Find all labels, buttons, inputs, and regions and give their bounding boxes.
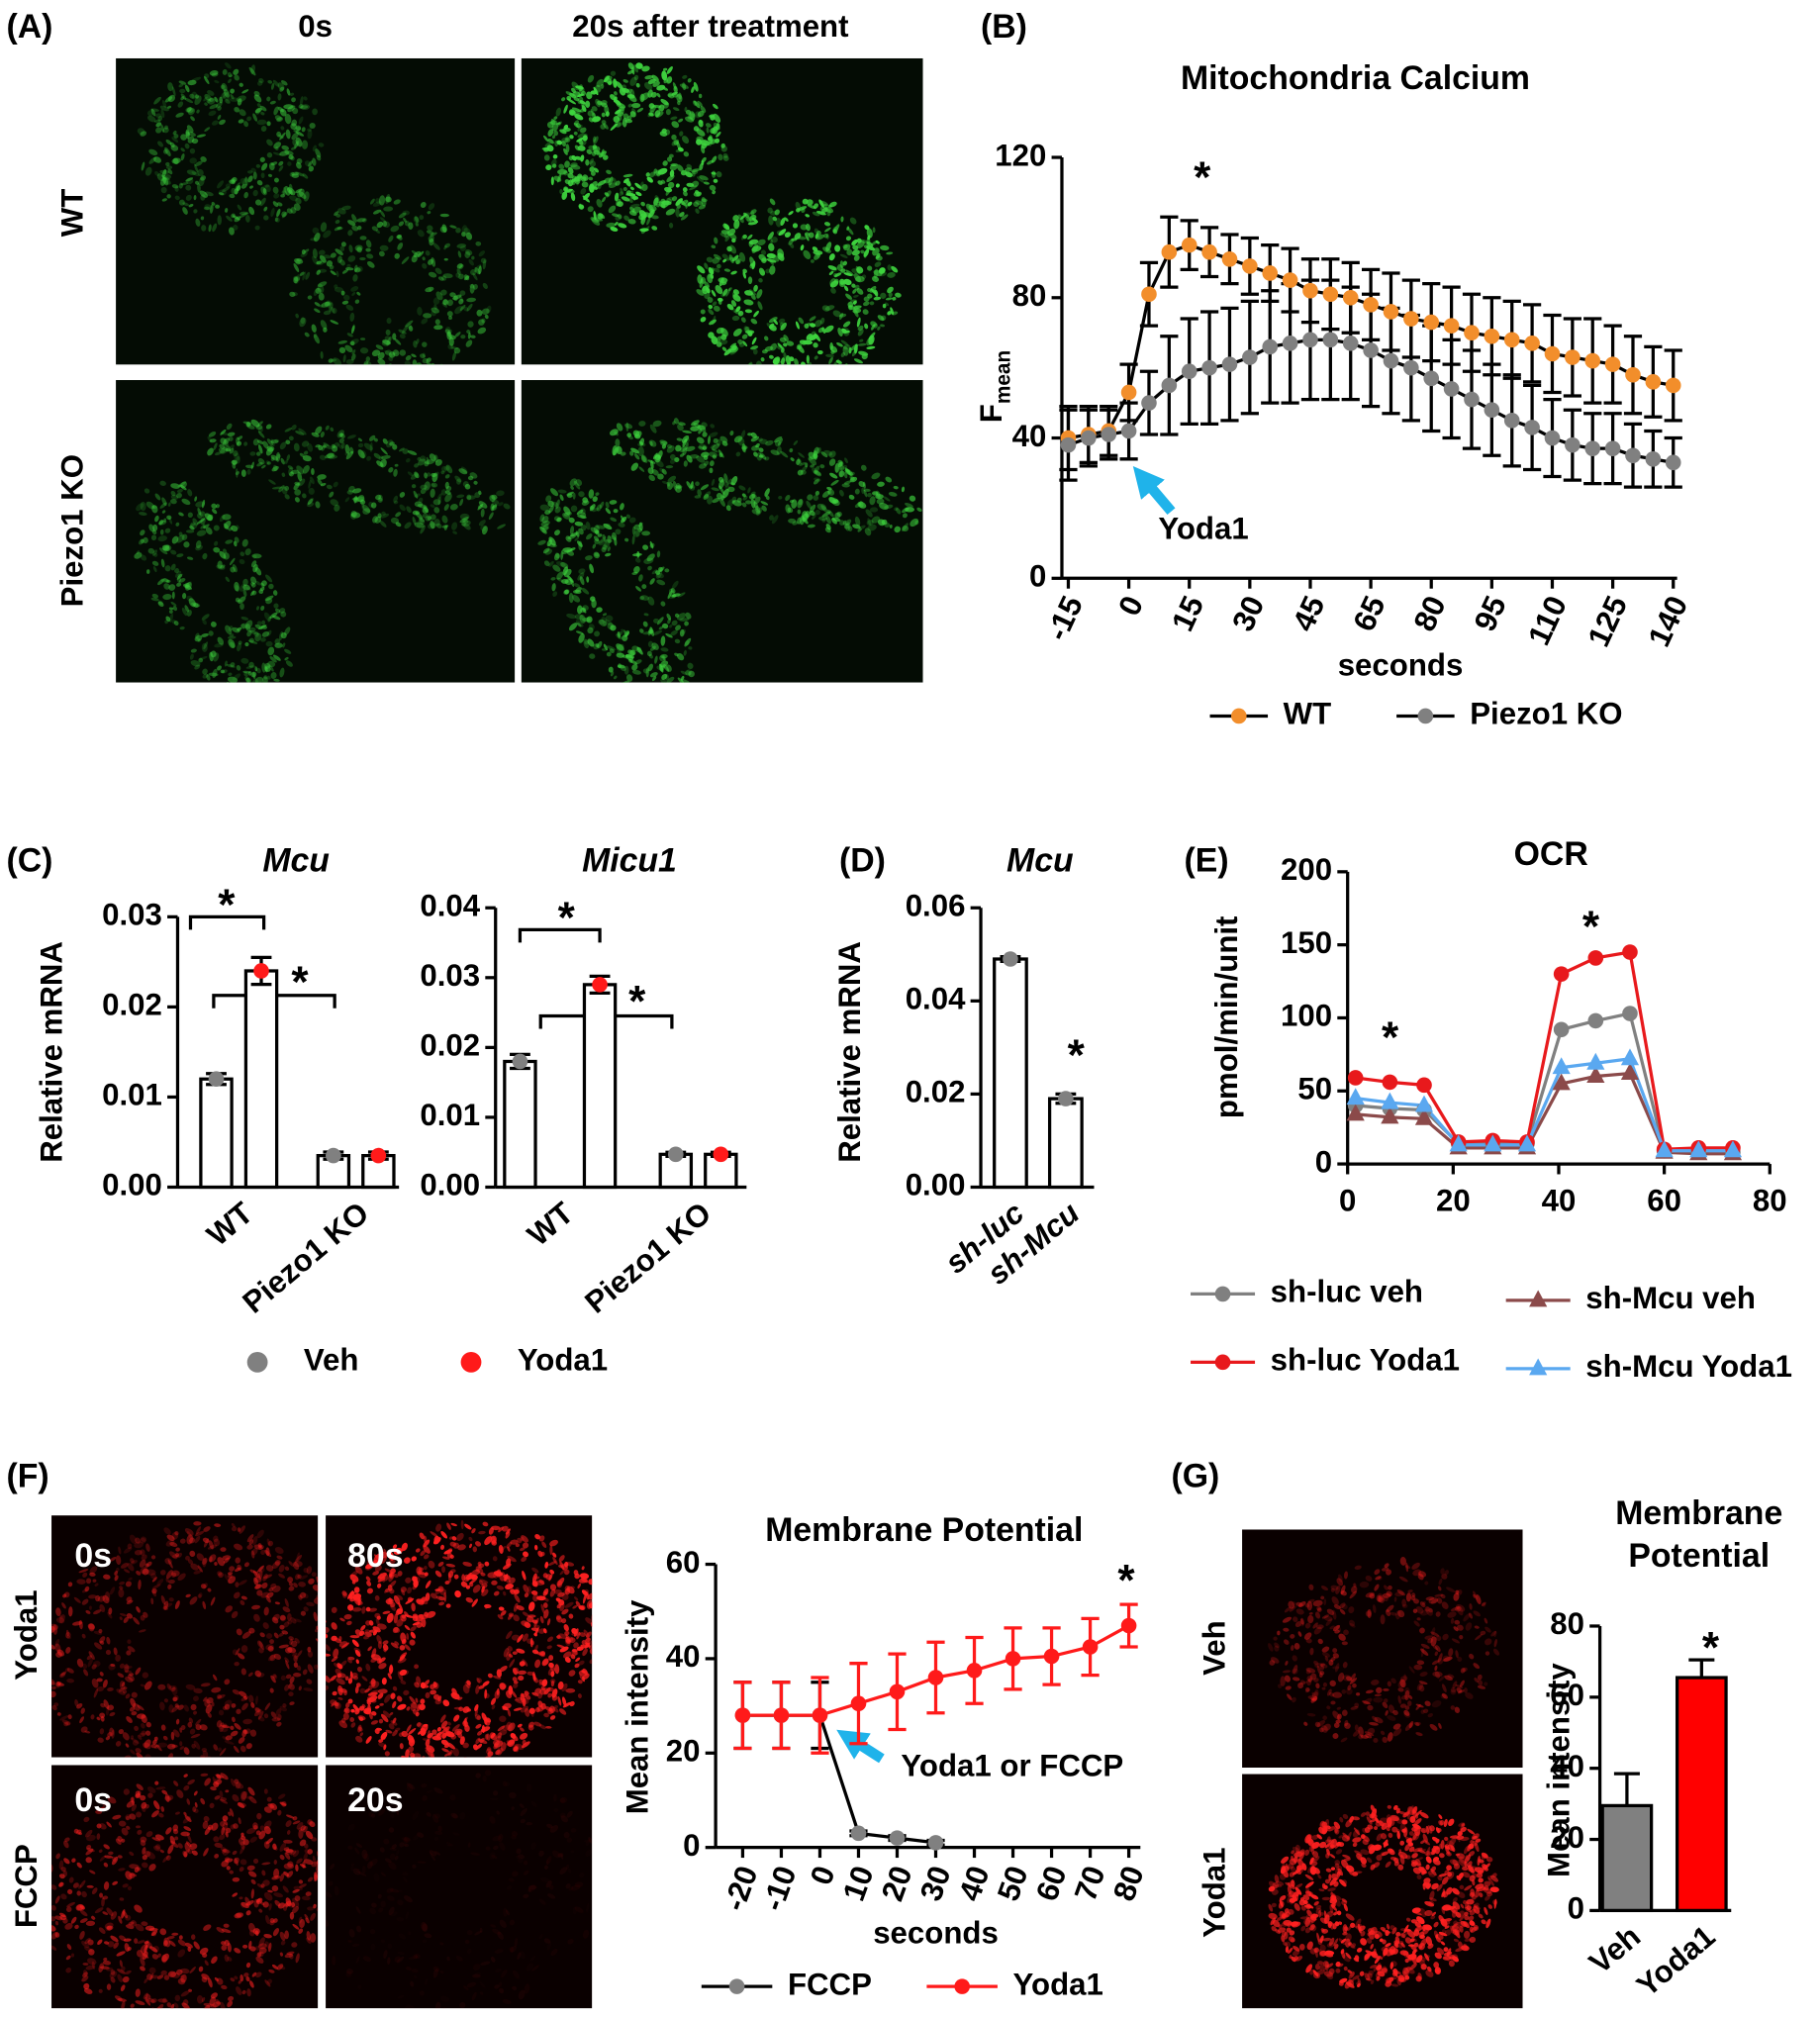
mitochondrion (709, 467, 713, 473)
mitochondrion (359, 257, 366, 260)
mitochondrion (516, 1543, 520, 1547)
mitochondrion (332, 308, 336, 314)
mitochondrion (412, 484, 416, 488)
mitochondrion (358, 1595, 361, 1605)
mitochondrion (466, 495, 471, 501)
micrograph (522, 58, 923, 382)
mitochondrion (204, 207, 210, 211)
mitochondrion (749, 240, 753, 247)
micrograph (116, 380, 515, 698)
mitochondrion (288, 154, 293, 159)
mitochondrion (179, 1741, 182, 1746)
micrograph-background (116, 58, 515, 365)
mitochondrion (186, 529, 194, 532)
mitochondrion (202, 1748, 207, 1752)
mitochondrion (400, 349, 407, 356)
mitochondrion (905, 507, 914, 512)
mitochondrion (387, 318, 392, 324)
mitochondrion (224, 552, 230, 559)
mitochondrion (218, 215, 222, 225)
mitochondrion (807, 355, 810, 364)
mitochondrion (310, 123, 316, 129)
micrograph (522, 380, 923, 706)
mitochondrion (444, 258, 448, 261)
mitochondrion (567, 494, 573, 498)
mitochondrion (157, 1684, 165, 1690)
mitochondrion (355, 496, 364, 501)
mitochondrion (565, 1688, 575, 1693)
mitochondrion (666, 109, 671, 115)
micrograph (116, 58, 515, 385)
mitochondrion (767, 208, 772, 214)
mitochondrion (256, 1813, 261, 1820)
mitochondrion (338, 1636, 341, 1641)
mitochondrion (748, 276, 752, 284)
mitochondrion (302, 140, 308, 148)
mitochondrion (554, 1705, 558, 1708)
mitochondrion (657, 473, 664, 479)
mitochondrion (301, 317, 306, 324)
mitochondrion (145, 1926, 154, 1931)
